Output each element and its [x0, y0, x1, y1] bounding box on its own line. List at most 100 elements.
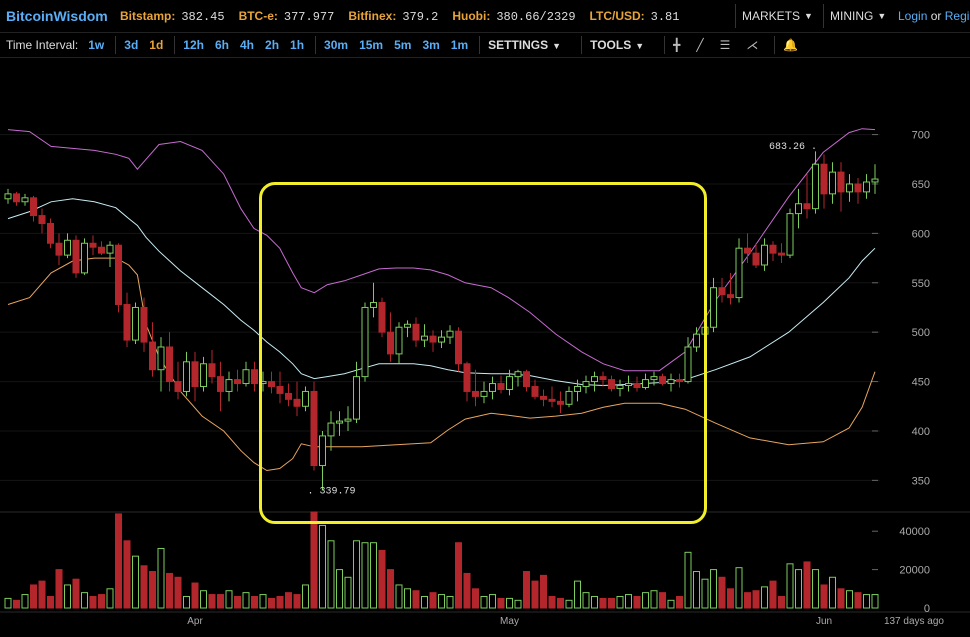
divider — [315, 36, 317, 54]
candle-body — [395, 326, 403, 355]
ticker-exchange: Bitfinex: — [348, 8, 397, 23]
candle-body — [302, 390, 309, 407]
crosshair-icon[interactable]: ╋ — [673, 38, 681, 52]
candle-body — [446, 330, 454, 338]
volume-bar — [812, 569, 819, 609]
volume-bar — [353, 540, 360, 609]
login-link[interactable]: Login — [898, 9, 928, 23]
interval-12h[interactable]: 12h — [183, 38, 204, 52]
volume-bar — [191, 582, 199, 609]
price-tick-label: 600 — [912, 228, 930, 240]
volume-bar — [463, 572, 471, 609]
interval-1h[interactable]: 1h — [290, 38, 305, 52]
candle-body — [183, 361, 190, 392]
settings-menu[interactable]: SETTINGS ▼ — [488, 38, 561, 52]
interval-6h[interactable]: 6h — [214, 38, 229, 52]
volume-bar — [157, 547, 165, 609]
candle-body — [21, 197, 29, 203]
volume-bar — [820, 584, 828, 609]
candle-body — [693, 333, 700, 348]
horizontal-lines-icon[interactable]: ☰ — [719, 38, 731, 52]
candle-body — [361, 306, 369, 378]
candle-body — [557, 400, 564, 405]
candle-body — [387, 331, 394, 355]
interval-15m[interactable]: 15m — [359, 38, 384, 52]
interval-4h[interactable]: 4h — [240, 38, 255, 52]
bollinger-upper-line — [7, 128, 876, 372]
interval-30m[interactable]: 30m — [324, 38, 349, 52]
candle-body — [599, 376, 607, 381]
volume-bar — [506, 597, 513, 609]
volume-bar — [13, 599, 20, 609]
candle-body — [217, 376, 224, 392]
ticker-exchange: LTC/USD: — [589, 8, 645, 23]
settings-label: SETTINGS — [488, 38, 549, 52]
candle-body — [200, 363, 207, 388]
candle-body — [319, 435, 326, 467]
fan-lines-icon[interactable]: ⋌ — [746, 38, 759, 52]
volume-bar — [208, 594, 216, 609]
top-bar: BitcoinWisdom Bitstamp: 382.45 BTC-e: 377.… — [0, 0, 970, 33]
candle-body — [650, 376, 658, 381]
candle-body — [327, 422, 335, 437]
ticker-bitfinex[interactable]: Bitfinex: 379.2 — [348, 9, 438, 24]
interval-1d[interactable]: 1d — [149, 38, 164, 52]
mining-menu[interactable]: MINING ▼ — [823, 4, 892, 28]
volume-bar — [123, 540, 131, 609]
volume-bar — [803, 561, 811, 609]
login-or: or — [930, 9, 942, 23]
volume-bar — [591, 595, 598, 609]
volume-bar — [752, 590, 760, 609]
interval-2h[interactable]: 2h — [265, 38, 280, 52]
divider — [115, 36, 117, 54]
volume-bar — [557, 597, 564, 609]
ticker-ltc-usd[interactable]: LTC/USD: 3.81 — [590, 9, 680, 24]
candle-body — [574, 386, 581, 392]
volume-bar — [268, 597, 275, 609]
ticker-bitstamp[interactable]: Bitstamp: 382.45 — [120, 9, 225, 24]
volume-bar — [548, 595, 556, 609]
trendline-icon[interactable]: ╱ — [696, 38, 704, 52]
volume-bar — [599, 597, 607, 609]
tools-menu[interactable]: TOOLS ▼ — [590, 38, 644, 52]
brand-logo[interactable]: BitcoinWisdom — [6, 8, 108, 24]
candle-body — [166, 346, 173, 383]
volume-bar — [293, 594, 301, 609]
divider — [581, 36, 583, 54]
volume-bar — [633, 595, 641, 609]
ticker-exchange: BTC-e: — [238, 8, 278, 23]
volume-bar — [344, 576, 352, 609]
volume-bar — [98, 594, 105, 609]
candle-body — [455, 330, 462, 365]
interval-1w[interactable]: 1w — [88, 38, 105, 52]
volume-bar — [565, 599, 573, 609]
candle-body — [735, 247, 743, 299]
interval-1m[interactable]: 1m — [450, 38, 469, 52]
volume-bar — [404, 588, 411, 609]
ticker-exchange: Bitstamp: — [120, 8, 176, 23]
candle-body — [820, 163, 828, 195]
candle-body — [489, 383, 496, 392]
price-tick-label: 350 — [912, 475, 930, 487]
ticker-huobi[interactable]: Huobi: 380.66/2329 — [452, 9, 575, 24]
candle-body — [242, 369, 250, 385]
markets-menu[interactable]: MARKETS ▼ — [735, 4, 819, 28]
candle-body — [718, 287, 726, 296]
ticker-value: 377.977 — [283, 9, 335, 24]
candle-body — [676, 379, 683, 383]
volume-bar — [166, 572, 173, 609]
chevron-down-icon: ▼ — [804, 11, 813, 21]
interval-3m[interactable]: 3m — [422, 38, 440, 52]
interval-3d[interactable]: 3d — [124, 38, 139, 52]
price-chart[interactable]: 350 400 450 500 550 600 650 700 0 20000 40000 Apr Ma… — [0, 58, 970, 637]
volume-bar — [480, 595, 488, 609]
volume-bar — [761, 586, 768, 609]
register-link[interactable]: Regi — [944, 9, 970, 23]
candle-body — [727, 294, 734, 299]
ticker-btce[interactable]: BTC-e: 377.977 — [239, 9, 335, 24]
interval-5m[interactable]: 5m — [394, 38, 412, 52]
candle-body — [871, 178, 879, 183]
ticker-value: 380.66/2329 — [496, 9, 576, 24]
candle-body — [837, 171, 845, 193]
bell-icon[interactable]: 🔔 — [783, 38, 799, 52]
